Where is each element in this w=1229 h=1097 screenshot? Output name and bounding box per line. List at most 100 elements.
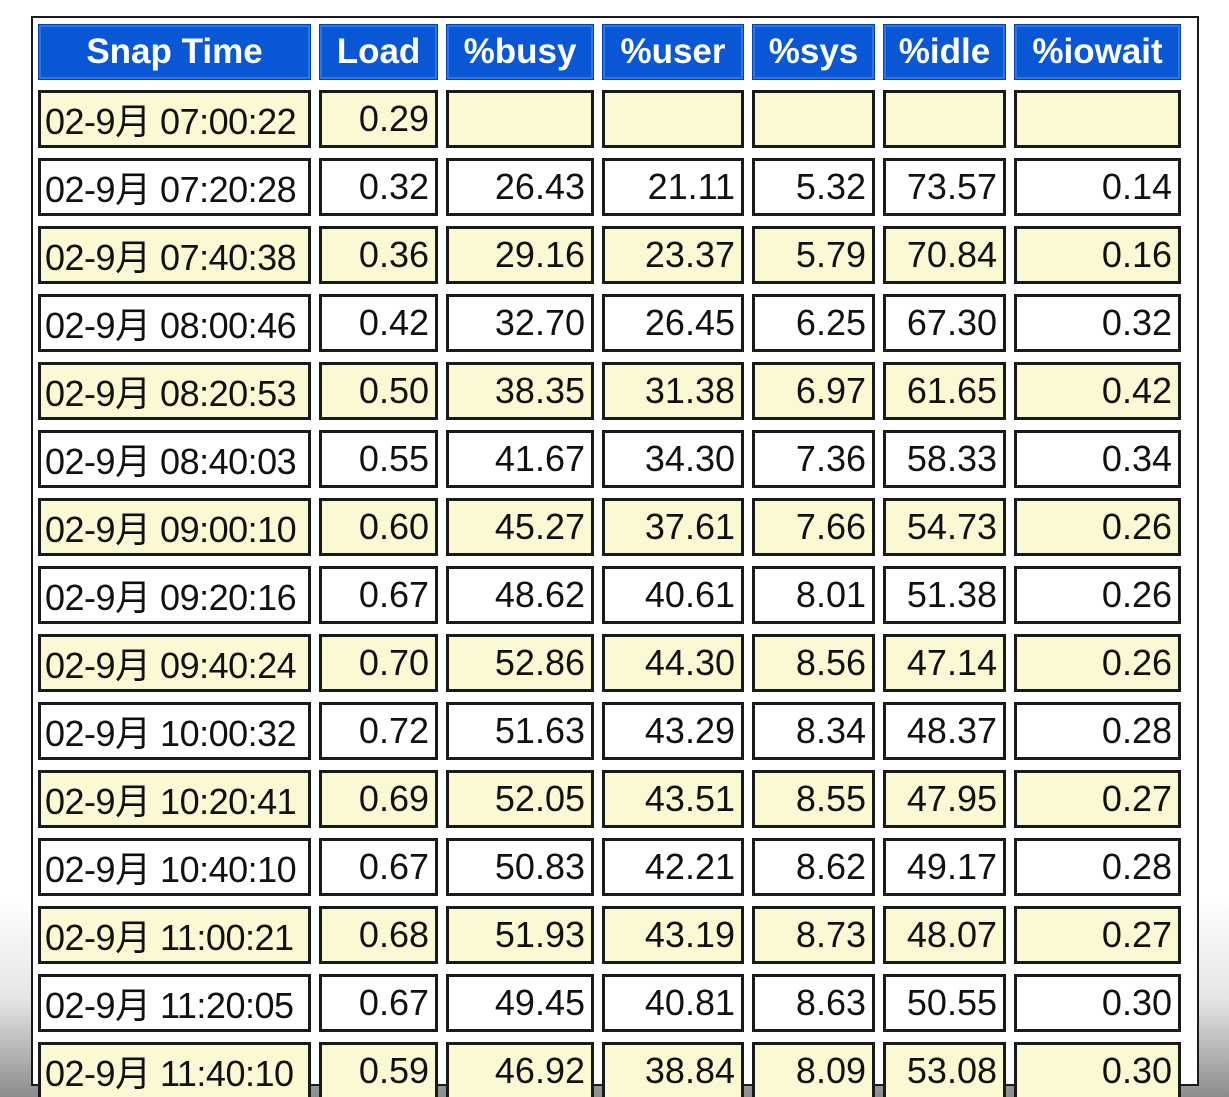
cell-idle: 53.08 <box>883 1042 1006 1097</box>
cell-load: 0.67 <box>319 838 438 896</box>
cell-iowait: 0.27 <box>1014 906 1181 964</box>
cell-iowait: 0.28 <box>1014 702 1181 760</box>
cell-iowait: 0.26 <box>1014 498 1181 556</box>
cell-user: 43.19 <box>602 906 744 964</box>
cell-sys: 8.56 <box>752 634 875 692</box>
cell-sys: 6.25 <box>752 294 875 352</box>
cell-load: 0.32 <box>319 158 438 216</box>
table-row: 02-9月 07:40:38 0.36 29.16 23.37 5.79 70.84 0.1… <box>38 226 1181 284</box>
cell-snap-time: 02-9月 07:20:28 <box>38 158 311 216</box>
cell-user: 21.11 <box>602 158 744 216</box>
cell-busy: 45.27 <box>446 498 594 556</box>
cell-iowait: 0.42 <box>1014 362 1181 420</box>
cell-user: 43.29 <box>602 702 744 760</box>
header-iowait[interactable]: %iowait <box>1014 24 1181 80</box>
cell-iowait: 0.14 <box>1014 158 1181 216</box>
header-busy[interactable]: %busy <box>446 24 594 80</box>
cell-load: 0.59 <box>319 1042 438 1097</box>
cell-idle: 67.30 <box>883 294 1006 352</box>
cell-snap-time: 02-9月 08:00:46 <box>38 294 311 352</box>
header-idle[interactable]: %idle <box>883 24 1006 80</box>
cell-load: 0.70 <box>319 634 438 692</box>
cell-idle <box>883 90 1006 148</box>
cell-sys: 5.32 <box>752 158 875 216</box>
cell-load: 0.67 <box>319 974 438 1032</box>
header-user[interactable]: %user <box>602 24 744 80</box>
os-stats-table: Snap Time Load %busy %user %sys %idle %i… <box>30 14 1189 1097</box>
cell-load: 0.60 <box>319 498 438 556</box>
cell-sys: 8.34 <box>752 702 875 760</box>
cell-idle: 70.84 <box>883 226 1006 284</box>
cell-sys <box>752 90 875 148</box>
cell-iowait: 0.30 <box>1014 974 1181 1032</box>
cell-snap-time: 02-9月 11:40:10 <box>38 1042 311 1097</box>
header-sys[interactable]: %sys <box>752 24 875 80</box>
cell-idle: 51.38 <box>883 566 1006 624</box>
cell-busy: 51.63 <box>446 702 594 760</box>
header-row: Snap Time Load %busy %user %sys %idle %i… <box>38 24 1181 80</box>
cell-busy: 52.86 <box>446 634 594 692</box>
header-load[interactable]: Load <box>319 24 438 80</box>
cell-snap-time: 02-9月 10:20:41 <box>38 770 311 828</box>
cell-iowait: 0.30 <box>1014 1042 1181 1097</box>
table-row: 02-9月 07:20:28 0.32 26.43 21.11 5.32 73.57 0.1… <box>38 158 1181 216</box>
cell-snap-time: 02-9月 10:00:32 <box>38 702 311 760</box>
cell-snap-time: 02-9月 11:00:21 <box>38 906 311 964</box>
table-row: 02-9月 10:40:10 0.67 50.83 42.21 8.62 49.17 0.2… <box>38 838 1181 896</box>
table-row: 02-9月 09:20:16 0.67 48.62 40.61 8.01 51.38 0.2… <box>38 566 1181 624</box>
cell-load: 0.55 <box>319 430 438 488</box>
table-row: 02-9月 09:40:24 0.70 52.86 44.30 8.56 47.14 0.2… <box>38 634 1181 692</box>
cell-busy: 51.93 <box>446 906 594 964</box>
table-body: 02-9月 07:00:22 0.29 02-9月 07:20:28 0.32 26.4… <box>38 90 1181 1097</box>
cell-busy: 46.92 <box>446 1042 594 1097</box>
cell-idle: 50.55 <box>883 974 1006 1032</box>
cell-idle: 49.17 <box>883 838 1006 896</box>
table-row: 02-9月 08:40:03 0.55 41.67 34.30 7.36 58.33 0.3… <box>38 430 1181 488</box>
cell-busy: 32.70 <box>446 294 594 352</box>
cell-iowait: 0.26 <box>1014 566 1181 624</box>
cell-snap-time: 02-9月 07:40:38 <box>38 226 311 284</box>
cell-snap-time: 02-9月 11:20:05 <box>38 974 311 1032</box>
cell-busy: 38.35 <box>446 362 594 420</box>
header-snap-time[interactable]: Snap Time <box>38 24 311 80</box>
cell-sys: 6.97 <box>752 362 875 420</box>
cell-user: 34.30 <box>602 430 744 488</box>
cell-sys: 8.01 <box>752 566 875 624</box>
cell-user: 38.84 <box>602 1042 744 1097</box>
cell-iowait: 0.16 <box>1014 226 1181 284</box>
cell-snap-time: 02-9月 10:40:10 <box>38 838 311 896</box>
cell-busy: 41.67 <box>446 430 594 488</box>
cell-sys: 8.55 <box>752 770 875 828</box>
cell-load: 0.67 <box>319 566 438 624</box>
table-row: 02-9月 10:00:32 0.72 51.63 43.29 8.34 48.37 0.2… <box>38 702 1181 760</box>
cell-load: 0.50 <box>319 362 438 420</box>
table-row: 02-9月 10:20:41 0.69 52.05 43.51 8.55 47.95 0.2… <box>38 770 1181 828</box>
table-row: 02-9月 08:20:53 0.50 38.35 31.38 6.97 61.65 0.4… <box>38 362 1181 420</box>
cell-user: 42.21 <box>602 838 744 896</box>
cell-snap-time: 02-9月 08:20:53 <box>38 362 311 420</box>
cell-user: 37.61 <box>602 498 744 556</box>
cell-busy: 29.16 <box>446 226 594 284</box>
table-row: 02-9月 11:40:10 0.59 46.92 38.84 8.09 53.08 0.3… <box>38 1042 1181 1097</box>
cell-load: 0.36 <box>319 226 438 284</box>
cell-user: 31.38 <box>602 362 744 420</box>
cell-sys: 8.62 <box>752 838 875 896</box>
cell-user: 43.51 <box>602 770 744 828</box>
cell-idle: 58.33 <box>883 430 1006 488</box>
cell-user <box>602 90 744 148</box>
cell-load: 0.72 <box>319 702 438 760</box>
cell-sys: 8.63 <box>752 974 875 1032</box>
cell-load: 0.42 <box>319 294 438 352</box>
table-row: 02-9月 07:00:22 0.29 <box>38 90 1181 148</box>
cell-sys: 8.09 <box>752 1042 875 1097</box>
table-row: 02-9月 09:00:10 0.60 45.27 37.61 7.66 54.73 0.2… <box>38 498 1181 556</box>
cell-idle: 47.95 <box>883 770 1006 828</box>
cell-user: 23.37 <box>602 226 744 284</box>
cell-busy: 52.05 <box>446 770 594 828</box>
cell-busy: 50.83 <box>446 838 594 896</box>
table-row: 02-9月 11:20:05 0.67 49.45 40.81 8.63 50.55 0.3… <box>38 974 1181 1032</box>
cell-idle: 48.37 <box>883 702 1006 760</box>
cell-user: 26.45 <box>602 294 744 352</box>
cell-iowait <box>1014 90 1181 148</box>
cell-iowait: 0.27 <box>1014 770 1181 828</box>
